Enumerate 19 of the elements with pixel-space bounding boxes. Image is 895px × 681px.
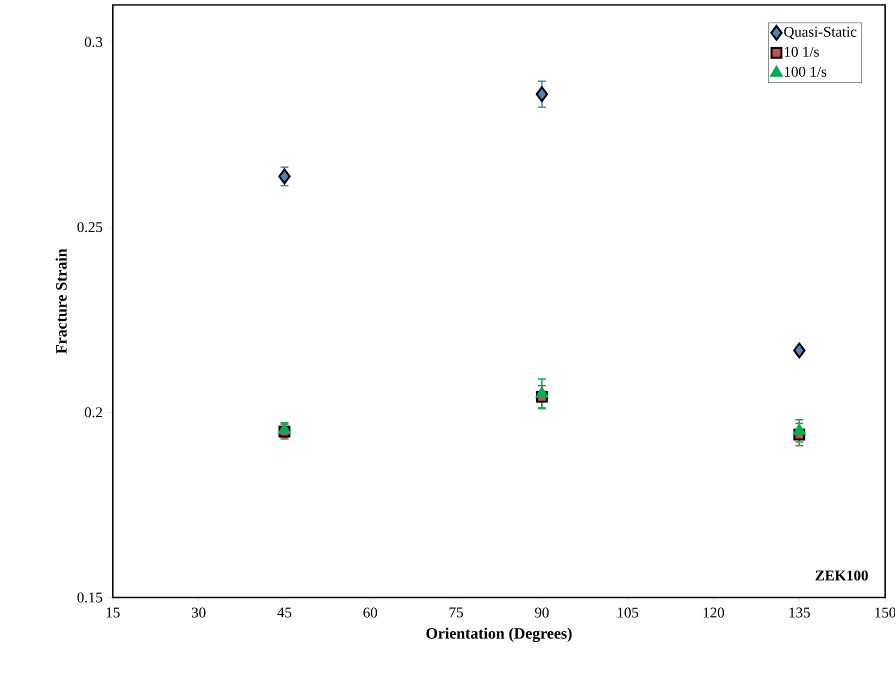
y-tick-label: 0.2 bbox=[84, 407, 102, 418]
x-tick-label: 45 bbox=[277, 607, 292, 618]
x-axis-title: Orientation (Degrees) bbox=[426, 627, 572, 642]
x-tick-label: 15 bbox=[106, 607, 120, 618]
legend-label: Quasi-Static bbox=[784, 26, 856, 39]
annotation: ZEK100 bbox=[816, 570, 868, 580]
y-tick-label: 0.25 bbox=[77, 222, 102, 232]
x-tick-label: 60 bbox=[363, 607, 378, 618]
y-tick-label: 0.3 bbox=[84, 36, 102, 47]
x-tick-label: 105 bbox=[618, 607, 638, 618]
legend-label: 10 1/s bbox=[784, 46, 819, 57]
x-tick-label: 30 bbox=[192, 607, 206, 618]
x-tick-label: 120 bbox=[704, 607, 724, 618]
legend-label: 100 1/s bbox=[784, 66, 826, 77]
y-axis-title: Fracture Strain bbox=[56, 248, 67, 354]
x-tick-label: 75 bbox=[450, 607, 463, 618]
y-tick-label: 0.15 bbox=[77, 592, 102, 602]
x-tick-label: 90 bbox=[534, 607, 549, 618]
x-tick-label: 135 bbox=[790, 607, 810, 618]
